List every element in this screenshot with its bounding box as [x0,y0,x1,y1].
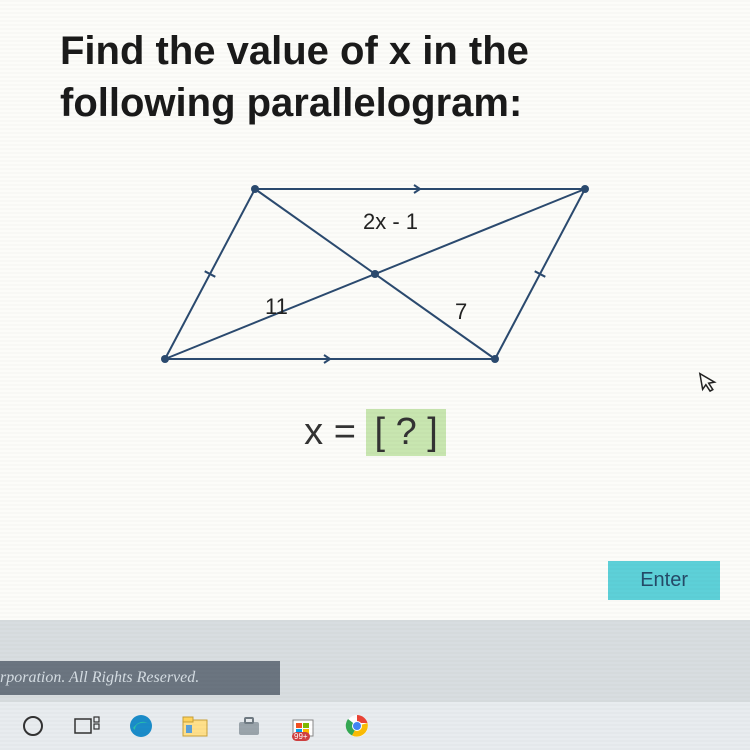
answer-input-box[interactable]: [ ? ] [366,409,445,456]
answer-prefix: x = [304,411,366,453]
task-view-icon[interactable] [74,713,100,739]
mouse-cursor-icon [698,368,723,401]
question-text: Find the value of x in the following par… [60,25,690,129]
enter-button[interactable]: Enter [608,561,720,600]
question-line-1: Find the value of x in the [60,29,529,73]
edge-icon[interactable] [128,713,154,739]
problem-panel: Find the value of x in the following par… [0,0,750,620]
svg-text:11: 11 [265,294,288,319]
svg-text:7: 7 [455,299,467,324]
store-icon[interactable]: 99+ [290,713,316,739]
question-line-2: following parallelogram: [60,81,522,125]
parallelogram-diagram: 2x - 1 11 7 [145,159,605,389]
windows-taskbar[interactable]: 99+ [0,702,750,750]
briefcase-icon[interactable] [236,713,262,739]
store-badge: 99+ [292,732,310,741]
answer-row: x = [ ? ] [60,409,690,456]
file-explorer-icon[interactable] [182,713,208,739]
svg-text:2x - 1: 2x - 1 [363,209,418,234]
copyright-footer: rporation. All Rights Reserved. [0,661,280,695]
chrome-icon[interactable] [344,713,370,739]
cortana-icon[interactable] [20,713,46,739]
